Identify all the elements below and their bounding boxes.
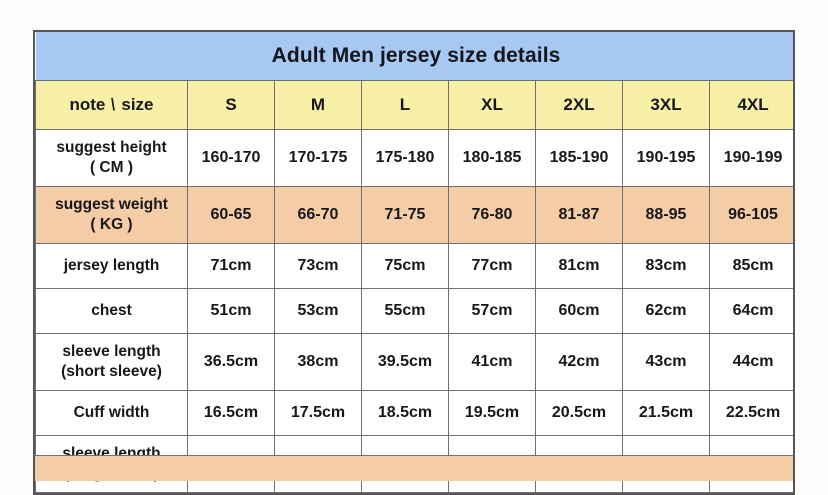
size-chart-table-container: Adult Men jersey size details note \ size … (33, 30, 795, 495)
cell-value: 39.5cm (361, 333, 449, 391)
size-chart-table-body: Adult Men jersey size details note \ size … (35, 32, 793, 493)
cell-value: 73cm (274, 243, 362, 289)
cell-value: 81-87 (535, 186, 623, 244)
cell-value: 85cm (708, 243, 793, 289)
table-row: chest 51cm 53cm 55cm 57cm 60cm 62cm 64cm (35, 288, 793, 334)
cell-value: 21.5cm (622, 390, 710, 436)
cell-value: 42cm (535, 333, 623, 391)
cell-value: 190-195 (622, 129, 710, 187)
table-title-row: Adult Men jersey size details (35, 32, 793, 81)
cell-value: 96-105 (708, 186, 793, 244)
cell-value: 17.5cm (274, 390, 362, 436)
row-label-line2: ( KG ) (90, 216, 133, 233)
row-label: suggest height ( CM ) (35, 129, 188, 187)
cell-value: 19.5cm (448, 390, 536, 436)
row-label-line1: suggest weight (55, 195, 168, 213)
row-label: chest (35, 288, 188, 334)
cell-value: 66-70 (274, 186, 362, 244)
cell-value: 38cm (274, 333, 362, 391)
corner-header-note-size: note \ size (35, 80, 188, 130)
cell-value: 180-185 (448, 129, 536, 187)
row-label-line1: Cuff width (73, 403, 150, 421)
cell-value: 175-180 (361, 129, 449, 187)
row-label-line2: ( CM ) (89, 159, 134, 176)
column-header-3xl: 3XL (622, 80, 710, 130)
cell-value: 44cm (708, 333, 793, 391)
column-header-4xl: 4XL (708, 80, 793, 130)
cell-value: 71cm (187, 243, 275, 289)
cell-value: 43cm (622, 333, 710, 391)
cell-value: 81cm (535, 243, 623, 289)
row-label: sleeve length (short sleeve) (35, 333, 188, 391)
row-label-line2: (short sleeve) (61, 363, 162, 380)
cell-value: 185-190 (535, 129, 623, 187)
table-row: suggest weight ( KG ) 60-65 66-70 71-75 … (35, 186, 793, 244)
cell-value: 57cm (448, 288, 536, 334)
size-chart-table: Adult Men jersey size details note \ size … (35, 32, 793, 493)
row-label-line1: chest (91, 301, 132, 319)
row-label-line1: sleeve length (62, 342, 161, 360)
row-label-line1: jersey length (63, 256, 160, 274)
cell-value: 60cm (535, 288, 623, 334)
column-header-m: M (274, 80, 362, 130)
corner-header-inner: note \ size (69, 94, 153, 116)
diagonal-divider-icon: \ (111, 94, 116, 114)
row-label: jersey length (35, 243, 188, 289)
cell-value: 75cm (361, 243, 449, 289)
cell-value: 16.5cm (187, 390, 275, 436)
cell-value: 190-199 (708, 129, 793, 187)
column-header-xl: XL (448, 80, 536, 130)
column-header-2xl: 2XL (535, 80, 623, 130)
size-chart-page: Adult Men jersey size details note \ size … (33, 30, 795, 495)
cell-value: 77cm (448, 243, 536, 289)
cell-value: 88-95 (622, 186, 710, 244)
cell-value: 18.5cm (361, 390, 449, 436)
cell-value: 53cm (274, 288, 362, 334)
cell-value: 60-65 (187, 186, 275, 244)
row-label-line1: suggest height (56, 138, 167, 156)
cell-value: 22.5cm (708, 390, 793, 436)
cell-value: 20.5cm (535, 390, 623, 436)
cell-value: 51cm (187, 288, 275, 334)
table-header-row: note \ size S M L XL 2XL 3XL 4XL (35, 80, 793, 130)
corner-header-size-label: size (121, 94, 154, 114)
row-label: Cuff width (35, 390, 188, 436)
table-row: suggest height ( CM ) 160-170 170-175 17… (35, 129, 793, 187)
table-row: jersey length 71cm 73cm 75cm 77cm 81cm 8… (35, 243, 793, 289)
cell-value: 64cm (708, 288, 793, 334)
cell-value: 62cm (622, 288, 710, 334)
table-row: sleeve length (short sleeve) 36.5cm 38cm… (35, 333, 793, 391)
table-bottom-partial-row (33, 455, 795, 481)
cell-value: 36.5cm (187, 333, 275, 391)
cell-value: 71-75 (361, 186, 449, 244)
row-label: suggest weight ( KG ) (35, 186, 188, 244)
cell-value: 76-80 (448, 186, 536, 244)
cell-value: 83cm (622, 243, 710, 289)
cell-value: 170-175 (274, 129, 362, 187)
column-header-s: S (187, 80, 275, 130)
cell-value: 160-170 (187, 129, 275, 187)
cell-value: 55cm (361, 288, 449, 334)
page-title: Adult Men jersey size details (35, 32, 793, 81)
corner-header-note-label: note (69, 94, 106, 114)
table-row: Cuff width 16.5cm 17.5cm 18.5cm 19.5cm 2… (35, 390, 793, 436)
column-header-l: L (361, 80, 449, 130)
cell-value: 41cm (448, 333, 536, 391)
